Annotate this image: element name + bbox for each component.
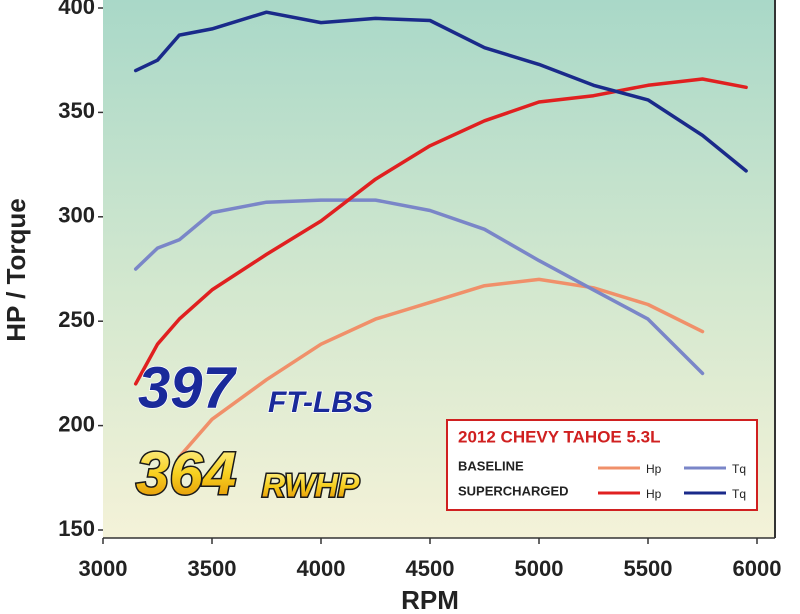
y-tick-label: 200 — [58, 411, 95, 436]
axes: 150 200 250 300 350 400 3000 3500 4000 4500 5000 55… — [58, 0, 781, 581]
x-tick-label: 5500 — [624, 556, 673, 581]
series-line — [133, 10, 748, 173]
x-tick-label: 6000 — [733, 556, 782, 581]
y-tick-label: 300 — [58, 203, 95, 228]
y-tick-label: 400 — [58, 0, 95, 19]
legend-rows: BASELINE Hp Tq SUPERCHARGED Hp Tq — [458, 458, 746, 501]
x-tick-label: 4500 — [406, 556, 455, 581]
torque-peak-unit: FT-LBS — [268, 386, 373, 419]
y-tick-label: 350 — [58, 98, 95, 123]
legend-row-label: BASELINE — [458, 458, 524, 473]
x-tick-label: 3000 — [79, 556, 128, 581]
hp-peak-value: 364 — [136, 440, 236, 507]
y-tick-label: 150 — [58, 516, 95, 541]
x-axis-title: RPM — [401, 585, 459, 614]
legend-title: 2012 CHEVY TAHOE 5.3L — [458, 427, 661, 446]
series-line — [177, 277, 705, 459]
y-axis-title: HP / Torque — [1, 198, 31, 342]
series-line — [133, 77, 748, 386]
torque-annotation: 397 FT-LBS — [137, 355, 374, 422]
legend: 2012 CHEVY TAHOE 5.3L BASELINE Hp Tq SUPERC… — [446, 419, 758, 511]
legend-label: Hp — [646, 487, 662, 501]
series-lines — [133, 10, 748, 459]
y-tick-label: 250 — [58, 307, 95, 332]
hp-annotation: 364 RWHP — [135, 438, 362, 508]
legend-label: Tq — [732, 487, 746, 501]
series-line — [133, 198, 705, 376]
hp-peak-unit: RWHP — [262, 467, 360, 503]
x-tick-label: 3500 — [188, 556, 237, 581]
x-tick-label: 5000 — [515, 556, 564, 581]
legend-box — [446, 419, 758, 511]
torque-peak-value: 397 — [138, 355, 238, 420]
legend-label: Tq — [732, 462, 746, 476]
x-tick-label: 4000 — [297, 556, 346, 581]
legend-row-label: SUPERCHARGED — [458, 483, 569, 498]
legend-label: Hp — [646, 462, 662, 476]
